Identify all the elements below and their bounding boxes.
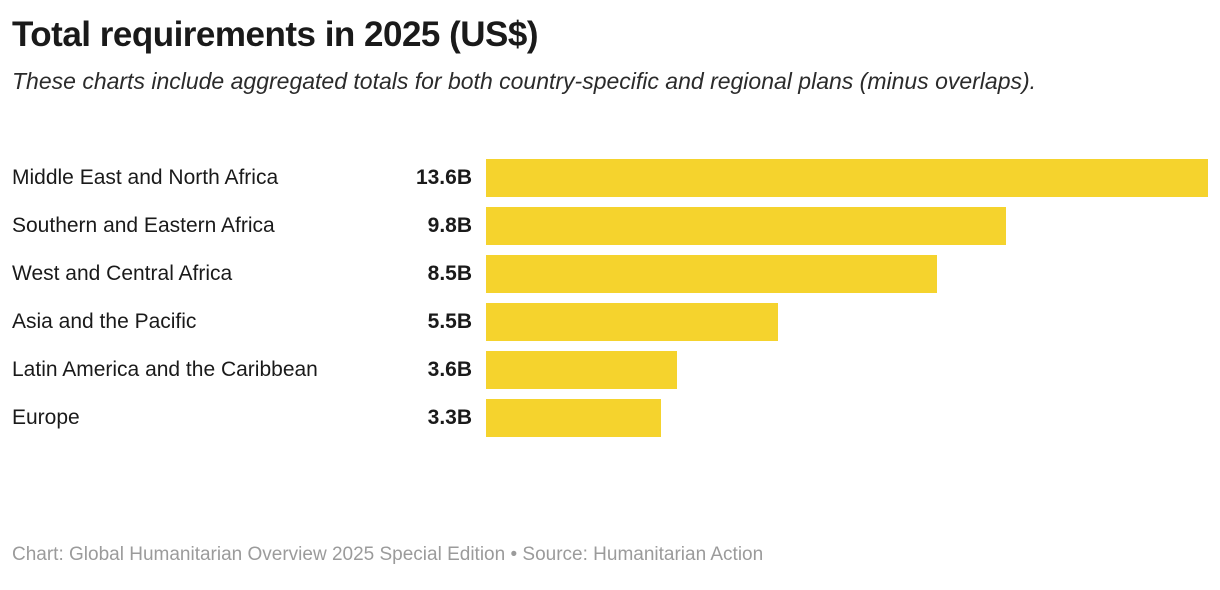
- bar-track: [486, 351, 1208, 390]
- category-label: Middle East and North Africa: [12, 166, 279, 190]
- chart-subtitle: These charts include aggregated totals f…: [12, 68, 1037, 94]
- bar-row: West and Central Africa 8.5B: [12, 255, 1208, 294]
- category-label: Latin America and the Caribbean: [12, 358, 318, 382]
- bar: [486, 159, 1208, 198]
- bar-row: Latin America and the Caribbean 3.6B: [12, 351, 1208, 390]
- bar-row: Middle East and North Africa 13.6B: [12, 159, 1208, 198]
- value-label: 13.6B: [415, 166, 472, 190]
- bar-row: Southern and Eastern Africa 9.8B: [12, 207, 1208, 246]
- value-label: 5.5B: [427, 310, 472, 334]
- bar-row: Europe 3.3B: [12, 399, 1208, 438]
- category-label: Asia and the Pacific: [12, 310, 197, 334]
- value-label: 3.3B: [427, 406, 472, 430]
- bar-track: [486, 159, 1208, 198]
- value-label: 3.6B: [427, 358, 472, 382]
- category-label: Southern and Eastern Africa: [12, 214, 275, 238]
- bar: [486, 399, 662, 438]
- bar: [486, 207, 1007, 246]
- chart-title: Total requirements in 2025 (US$): [12, 15, 539, 54]
- category-label: Europe: [12, 406, 80, 430]
- bar-track: [486, 207, 1208, 246]
- bar-row: Asia and the Pacific 5.5B: [12, 303, 1208, 342]
- bar: [486, 303, 778, 342]
- value-label: 9.8B: [427, 214, 472, 238]
- bar: [486, 255, 938, 294]
- bar: [486, 351, 678, 390]
- category-label: West and Central Africa: [12, 262, 233, 286]
- bar-track: [486, 399, 1208, 438]
- chart-footer: Chart: Global Humanitarian Overview 2025…: [12, 544, 764, 566]
- value-label: 8.5B: [427, 262, 472, 286]
- bar-chart: Middle East and North Africa 13.6B South…: [12, 159, 1208, 438]
- bar-track: [486, 255, 1208, 294]
- bar-track: [486, 303, 1208, 342]
